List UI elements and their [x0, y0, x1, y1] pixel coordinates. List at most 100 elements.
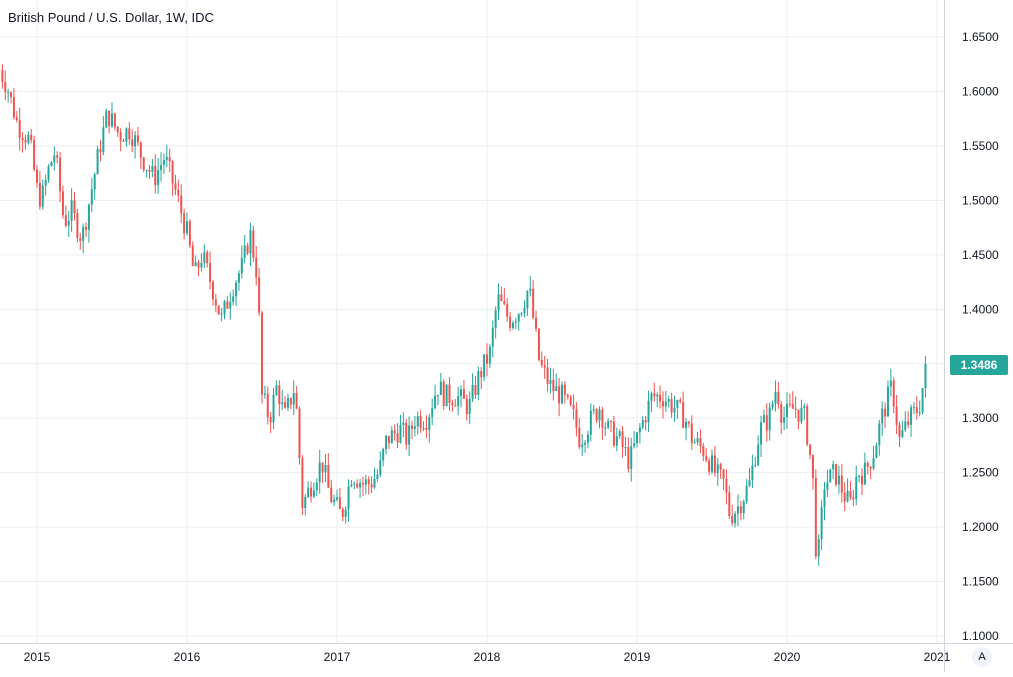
candle-body [811, 454, 814, 478]
candle-body [497, 294, 500, 311]
candle-body [194, 262, 197, 266]
candle-body [543, 365, 546, 368]
candle-body [70, 200, 73, 221]
candle-body [650, 393, 653, 401]
candle-body [861, 475, 863, 485]
candle-body [361, 483, 364, 485]
candle-body [324, 464, 327, 473]
candle-body [431, 408, 434, 418]
candle-body [206, 252, 209, 264]
candle-body [754, 464, 757, 466]
candle-body [711, 455, 713, 472]
candle-body [918, 412, 921, 414]
candle-body [748, 480, 751, 486]
candle-body [679, 399, 682, 402]
candle-body [1, 69, 4, 83]
candle-body [347, 486, 350, 510]
candle-body [99, 148, 102, 153]
candle-body [336, 497, 338, 500]
candle-body [886, 386, 889, 417]
candle-body [546, 367, 549, 384]
candle-body [376, 474, 379, 480]
candle-body [904, 421, 907, 431]
candle-body [122, 140, 125, 142]
candle-body [56, 155, 59, 158]
candle-body [229, 301, 232, 309]
candle-body [875, 445, 878, 459]
candle-body [165, 157, 168, 161]
auto-scale-button[interactable]: A [972, 647, 992, 667]
candle-body [344, 509, 347, 518]
candle-body [223, 301, 226, 315]
candle-body [367, 479, 370, 485]
candle-body [263, 393, 266, 395]
candle-body [12, 96, 15, 118]
candle-body [480, 371, 483, 378]
candle-body [419, 416, 422, 428]
candle-body [604, 427, 607, 429]
candle-body [800, 408, 803, 422]
candle-body [295, 393, 298, 409]
candle-body [237, 273, 240, 283]
x-tick-label: 2016 [174, 650, 201, 664]
candle-body [474, 384, 477, 395]
candle-body [786, 403, 788, 418]
candle-body [136, 135, 139, 143]
candle-body [174, 183, 177, 190]
candle-body [232, 296, 235, 302]
candle-body [578, 427, 581, 448]
candle-body [252, 230, 255, 258]
candle-body [912, 407, 915, 409]
candle-body [188, 221, 191, 246]
candle-body [220, 314, 223, 316]
candle-body [327, 464, 330, 488]
candle-body [641, 419, 644, 428]
candle-body [235, 282, 238, 297]
candle-body [878, 423, 881, 446]
candle-body [4, 82, 7, 93]
candle-body [128, 128, 131, 140]
candle-body [315, 482, 318, 491]
candle-body [491, 327, 494, 347]
candle-body [353, 483, 356, 485]
candle-body [517, 314, 520, 322]
candle-body [390, 430, 393, 444]
candle-body [364, 479, 367, 485]
candle-body [736, 506, 739, 514]
candle-body [829, 469, 832, 483]
candle-body [832, 464, 835, 470]
candle-body [278, 385, 281, 405]
candle-body [82, 226, 85, 241]
candle-body [434, 395, 437, 409]
candle-body [910, 407, 913, 425]
candle-body [382, 449, 385, 461]
candle-body [503, 301, 506, 304]
candle-body [696, 438, 699, 443]
candle-body [258, 277, 261, 313]
y-tick-label: 1.3000 [962, 411, 999, 425]
candle-body [148, 169, 151, 172]
candle-body [520, 313, 523, 315]
candle-body [64, 215, 67, 226]
candle-body [690, 423, 693, 443]
candle-body [67, 220, 70, 226]
candle-body [771, 403, 774, 408]
candle-body [462, 389, 465, 399]
candle-body [142, 157, 145, 170]
candle-body [477, 371, 480, 395]
candle-body [705, 456, 708, 461]
candle-body [858, 475, 861, 478]
candle-body [422, 427, 425, 429]
candle-body [186, 221, 188, 234]
chart-title: British Pound / U.S. Dollar, 1W, IDC [8, 10, 214, 25]
candle-body [373, 479, 376, 488]
candle-body [275, 385, 278, 395]
candle-body [598, 409, 601, 421]
candle-body [24, 140, 27, 143]
y-tick-label: 1.4500 [962, 248, 999, 262]
candle-body [428, 417, 431, 431]
candle-body [866, 462, 869, 467]
candle-body [393, 430, 396, 434]
candle-body [134, 135, 137, 147]
